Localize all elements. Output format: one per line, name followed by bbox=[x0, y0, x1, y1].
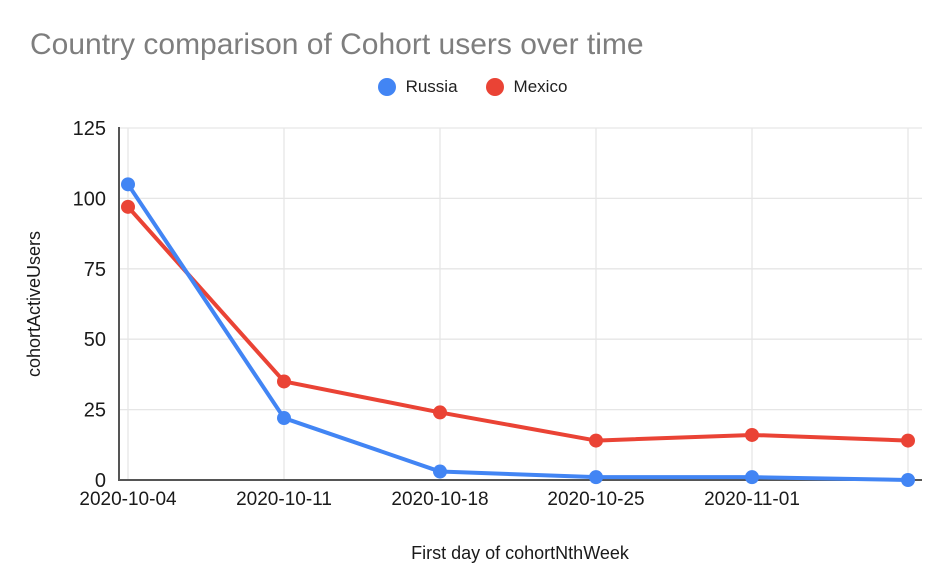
legend-item-russia[interactable]: Russia bbox=[377, 77, 458, 97]
data-point-russia[interactable] bbox=[901, 473, 915, 487]
x-tick-label: 2020-10-04 bbox=[79, 489, 177, 510]
legend-label-mexico: Mexico bbox=[513, 77, 568, 96]
legend-label-russia: Russia bbox=[405, 77, 458, 96]
data-point-russia[interactable] bbox=[433, 464, 447, 479]
chart-title: Country comparison of Cohort users over … bbox=[30, 28, 644, 61]
legend-item-mexico[interactable]: Mexico bbox=[485, 77, 568, 97]
data-point-mexico[interactable] bbox=[121, 199, 135, 214]
x-axis-title: First day of cohortNthWeek bbox=[411, 543, 630, 563]
y-tick-label: 25 bbox=[84, 400, 106, 422]
data-point-mexico[interactable] bbox=[433, 405, 447, 420]
y-tick-label: 0 bbox=[95, 470, 106, 492]
data-point-russia[interactable] bbox=[121, 177, 135, 192]
y-axis-title: cohortActiveUsers bbox=[24, 231, 44, 377]
y-tick-label: 75 bbox=[84, 259, 106, 281]
x-tick-label: 2020-10-11 bbox=[236, 489, 332, 510]
y-tick-label: 50 bbox=[84, 329, 106, 351]
data-point-russia[interactable] bbox=[745, 470, 759, 485]
legend-dot-mexico-icon bbox=[485, 78, 504, 96]
data-point-russia[interactable] bbox=[589, 470, 603, 485]
data-point-mexico[interactable] bbox=[745, 427, 759, 442]
data-point-mexico[interactable] bbox=[589, 433, 603, 448]
y-tick-label: 100 bbox=[73, 188, 106, 210]
x-tick-label: 2020-10-25 bbox=[547, 489, 644, 510]
data-point-mexico[interactable] bbox=[901, 433, 915, 448]
y-tick-label: 125 bbox=[73, 118, 106, 140]
series-line-mexico bbox=[126, 204, 910, 443]
chart-legend: Russia Mexico bbox=[0, 77, 945, 97]
data-point-mexico[interactable] bbox=[277, 374, 291, 389]
x-tick-label: 2020-11-01 bbox=[704, 489, 800, 510]
data-point-russia[interactable] bbox=[277, 411, 291, 426]
series-line-russia bbox=[126, 182, 910, 482]
x-tick-label: 2020-10-18 bbox=[391, 489, 488, 510]
legend-dot-russia-icon bbox=[377, 78, 396, 96]
